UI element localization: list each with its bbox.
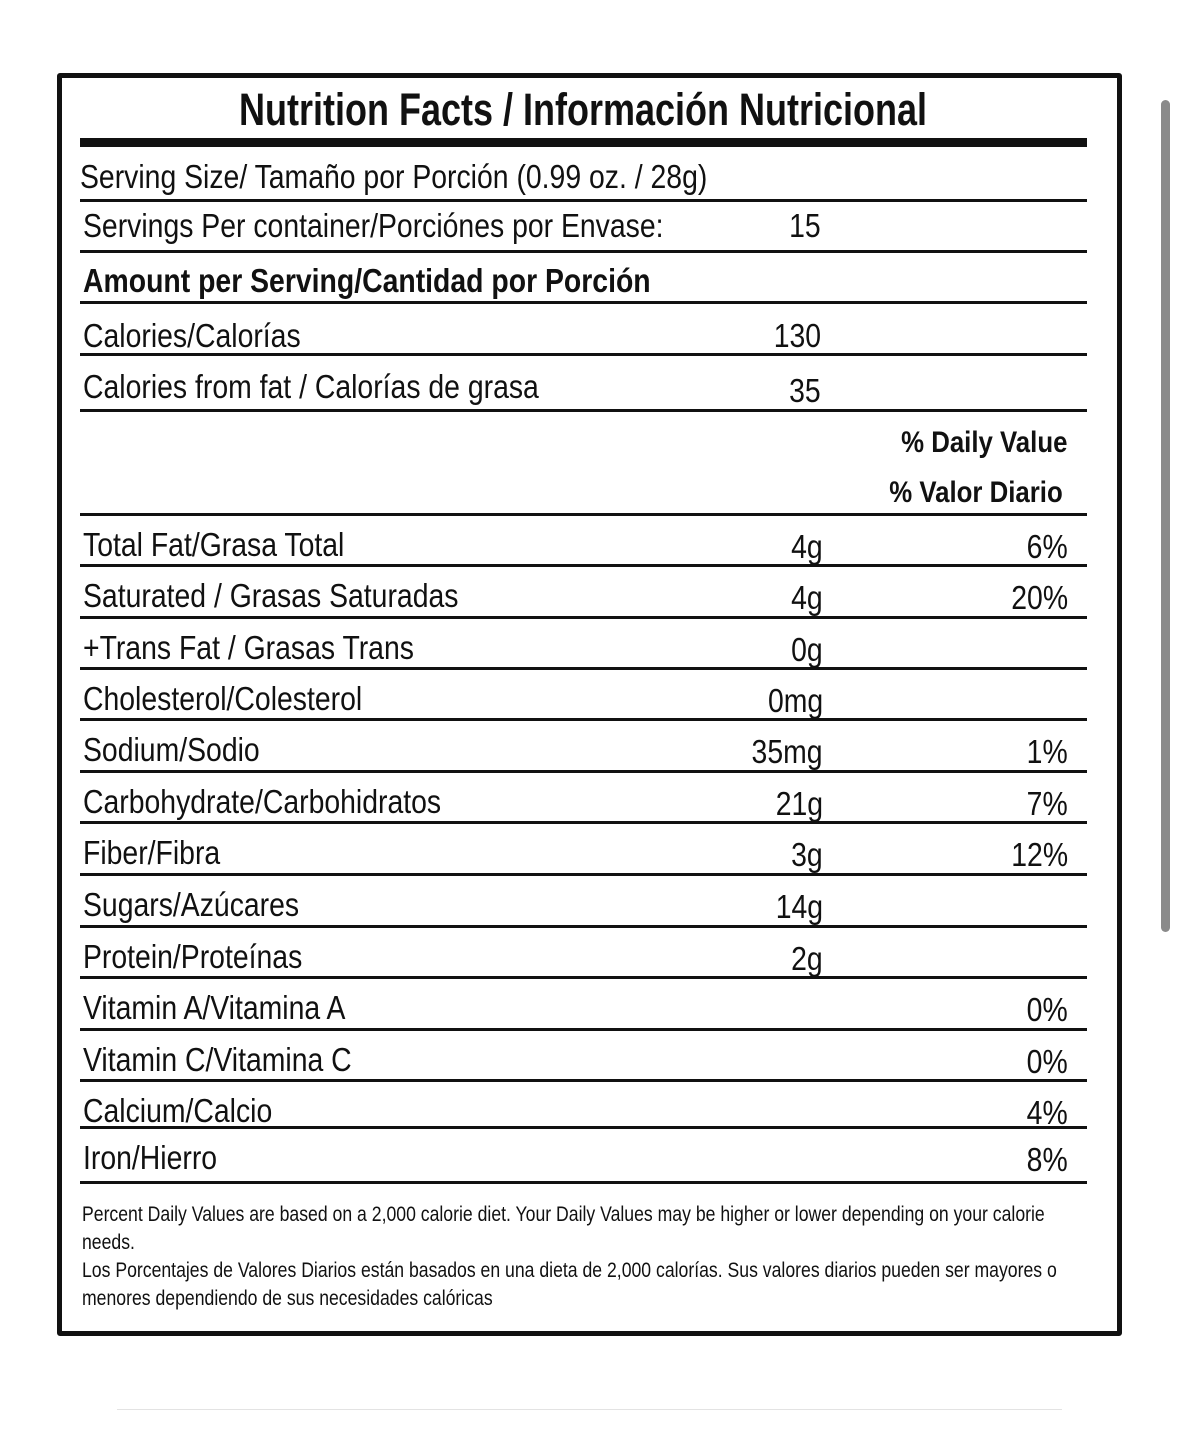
- footnote-es: Los Porcentajes de Valores Diarios están…: [82, 1258, 1057, 1310]
- nutrient-daily-value: 0%: [1026, 1043, 1068, 1080]
- nutrient-label: Iron/Hierro: [83, 1139, 218, 1176]
- nutrient-label: Protein/Proteínas: [83, 938, 303, 975]
- divider: [80, 513, 1087, 516]
- nutrient-amount: 35mg: [751, 733, 823, 770]
- divider: [80, 301, 1087, 304]
- calories-label: Calories/Calorías: [83, 317, 301, 354]
- divider: [80, 718, 1087, 721]
- footnote: Percent Daily Values are based on a 2,00…: [82, 1200, 1091, 1312]
- nutrient-label: Carbohydrate/Carbohidratos: [83, 783, 442, 820]
- nutrient-daily-value: 1%: [1026, 733, 1068, 770]
- nutrient-daily-value: 7%: [1026, 785, 1068, 822]
- divider: [80, 616, 1087, 619]
- nutrient-label: Vitamin A/Vitamina A: [83, 989, 346, 1026]
- divider: [80, 1181, 1087, 1184]
- divider: [80, 925, 1087, 928]
- divider: [80, 821, 1087, 824]
- nutrient-label: Total Fat/Grasa Total: [83, 526, 345, 563]
- dv-header-es: % Valor Diario: [889, 476, 1063, 509]
- divider: [80, 770, 1087, 773]
- nutrient-amount: 4g: [791, 528, 823, 565]
- title-divider: [80, 138, 1087, 147]
- servings-value: 15: [789, 207, 821, 244]
- nutrient-amount: 21g: [775, 785, 823, 822]
- label-title: Nutrition Facts / Información Nutriciona…: [80, 84, 1087, 136]
- divider: [80, 199, 1087, 202]
- divider: [80, 250, 1087, 253]
- calories-fat-label: Calories from fat / Calorías de grasa: [83, 368, 539, 405]
- nutrient-daily-value: 12%: [1011, 836, 1068, 873]
- nutrient-label: Saturated / Grasas Saturadas: [83, 577, 459, 614]
- nutrient-amount: 2g: [791, 940, 823, 977]
- divider: [80, 1126, 1087, 1129]
- nutrient-daily-value: 4%: [1026, 1094, 1068, 1131]
- calories-value: 130: [773, 317, 821, 354]
- nutrient-daily-value: 6%: [1026, 528, 1068, 565]
- nutrient-label: Fiber/Fibra: [83, 834, 221, 871]
- divider: [80, 1028, 1087, 1031]
- divider: [80, 353, 1087, 356]
- nutrient-label: Vitamin C/Vitamina C: [83, 1041, 352, 1078]
- footnote-en: Percent Daily Values are based on a 2,00…: [82, 1202, 1045, 1254]
- divider: [80, 409, 1087, 412]
- nutrient-amount: 0g: [791, 631, 823, 668]
- divider: [80, 564, 1087, 567]
- nutrient-label: Sodium/Sodio: [83, 731, 260, 768]
- servings-label: Servings Per container/Porciónes por Env…: [83, 207, 664, 244]
- divider: [80, 976, 1087, 979]
- title-text: Nutrition Facts / Información Nutriciona…: [239, 84, 928, 135]
- scrollbar[interactable]: [1161, 100, 1170, 932]
- nutrient-amount: 0mg: [767, 682, 823, 719]
- nutrient-label: Calcium/Calcio: [83, 1092, 273, 1129]
- divider: [80, 667, 1087, 670]
- nutrient-amount: 4g: [791, 579, 823, 616]
- nutrient-daily-value: 0%: [1026, 991, 1068, 1028]
- nutrient-label: Cholesterol/Colesterol: [83, 680, 363, 717]
- page-separator: [117, 1409, 1062, 1410]
- nutrient-daily-value: 8%: [1026, 1141, 1068, 1178]
- nutrient-label: +Trans Fat / Grasas Trans: [83, 629, 414, 666]
- calories-fat-value: 35: [789, 372, 821, 409]
- divider: [80, 873, 1087, 876]
- divider: [80, 1079, 1087, 1082]
- dv-header-en: % Daily Value: [900, 426, 1067, 459]
- nutrient-daily-value: 20%: [1011, 579, 1068, 616]
- amount-header: Amount per Serving/Cantidad por Porción: [83, 262, 651, 299]
- nutrient-amount: 14g: [775, 888, 823, 925]
- serving-size: Serving Size/ Tamaño por Porción (0.99 o…: [80, 158, 708, 195]
- nutrient-label: Sugars/Azúcares: [83, 886, 300, 923]
- nutrient-amount: 3g: [791, 836, 823, 873]
- nutrition-label: [57, 73, 1122, 1336]
